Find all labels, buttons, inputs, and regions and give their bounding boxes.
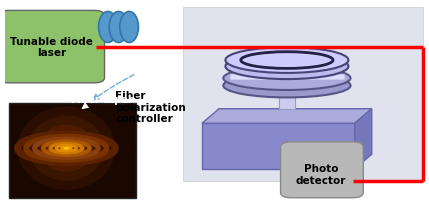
Polygon shape (355, 109, 372, 169)
FancyBboxPatch shape (225, 61, 348, 67)
Text: Fiber taper: Fiber taper (71, 94, 133, 104)
Text: Photo
detector: Photo detector (296, 163, 346, 185)
Ellipse shape (28, 116, 105, 181)
Ellipse shape (120, 12, 139, 43)
Text: Tunable diode
laser: Tunable diode laser (10, 37, 93, 58)
FancyBboxPatch shape (183, 8, 423, 181)
FancyBboxPatch shape (0, 11, 105, 83)
Ellipse shape (99, 12, 117, 43)
Ellipse shape (225, 54, 348, 80)
FancyBboxPatch shape (9, 103, 136, 198)
Polygon shape (202, 109, 372, 124)
Ellipse shape (109, 12, 128, 43)
Ellipse shape (224, 74, 350, 98)
FancyBboxPatch shape (279, 96, 295, 109)
Ellipse shape (225, 48, 348, 74)
FancyBboxPatch shape (281, 142, 363, 198)
FancyBboxPatch shape (225, 79, 348, 86)
Ellipse shape (39, 125, 94, 172)
Ellipse shape (64, 148, 69, 149)
Ellipse shape (224, 67, 350, 91)
Text: Fiber
polarization
controller: Fiber polarization controller (115, 91, 186, 124)
FancyBboxPatch shape (230, 75, 344, 79)
Ellipse shape (18, 107, 115, 190)
Ellipse shape (47, 132, 85, 165)
FancyBboxPatch shape (202, 124, 355, 169)
